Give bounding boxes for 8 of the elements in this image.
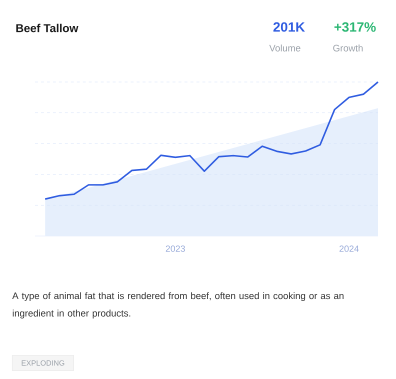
chart-title: Beef Tallow xyxy=(16,24,78,32)
text: 201K xyxy=(273,22,305,32)
x-tick-label: 2024 xyxy=(340,245,359,252)
text: Growth xyxy=(333,44,363,52)
text: A type of animal fat that is rendered from beef, often used in cooking or as an ingredient in other products. xyxy=(12,292,344,318)
text: Volume xyxy=(269,44,300,52)
text: +317% xyxy=(334,22,376,32)
x-tick-label: 2023 xyxy=(166,245,185,252)
